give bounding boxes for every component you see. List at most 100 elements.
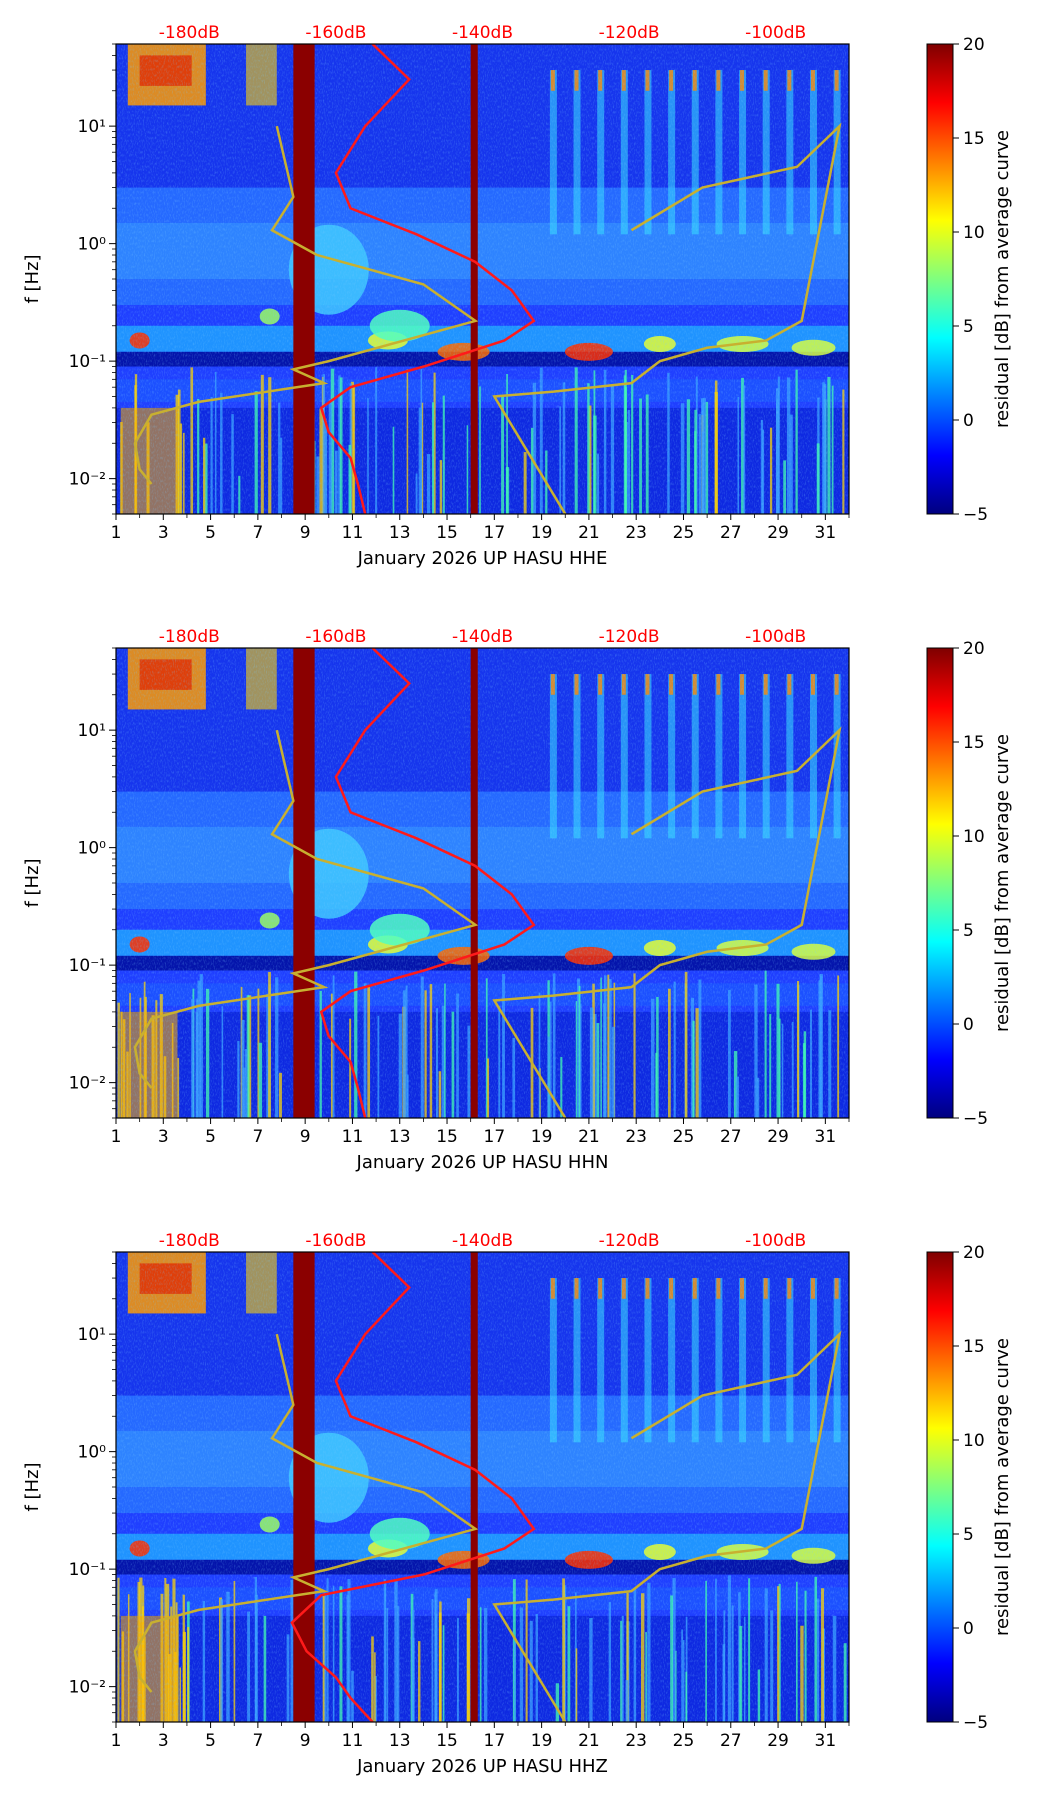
db-scale-label: -100dB <box>745 627 806 647</box>
x-tick-label: 15 <box>436 523 458 543</box>
x-tick-label: 13 <box>389 1127 411 1147</box>
y-tick-label: 10⁻¹ <box>69 956 106 976</box>
x-axis-title: January 2026 UP HASU HHN <box>356 1152 609 1173</box>
noise-model-curve <box>319 648 536 1118</box>
colorbar-label: residual [dB] from average curve <box>992 734 1013 1032</box>
colorbar-tick-label: 15 <box>963 1337 985 1357</box>
db-scale-label: -180dB <box>159 627 220 647</box>
x-tick-label: 27 <box>720 523 742 543</box>
colorbar-label: residual [dB] from average curve <box>992 130 1013 428</box>
reference-curve-left <box>133 1333 479 1693</box>
db-scale-label: -100dB <box>745 1231 806 1251</box>
reference-curve-right <box>492 122 842 514</box>
x-tick-label: 25 <box>673 1127 695 1147</box>
colorbar-tick-label: 20 <box>963 35 985 55</box>
reference-curve-right <box>492 726 842 1118</box>
x-tick-label: 29 <box>767 523 789 543</box>
db-scale-label: -120dB <box>599 23 660 43</box>
y-tick-label: 10⁻² <box>69 470 106 490</box>
heatmap <box>116 648 849 1118</box>
x-tick-label: 9 <box>300 523 311 543</box>
x-tick-label: 15 <box>436 1731 458 1751</box>
colorbar-tick-label: 5 <box>963 1525 974 1545</box>
x-tick-label: 27 <box>720 1127 742 1147</box>
db-scale-label: -140dB <box>452 23 513 43</box>
reference-curve-left <box>133 729 479 1089</box>
x-tick-label: 17 <box>484 523 506 543</box>
x-tick-label: 21 <box>578 523 600 543</box>
x-tick-label: 9 <box>300 1731 311 1751</box>
colorbar-tick-label: 20 <box>963 639 985 659</box>
x-tick-label: 29 <box>767 1127 789 1147</box>
colorbar-label: residual [dB] from average curve <box>992 1338 1013 1636</box>
x-tick-label: 21 <box>578 1127 600 1147</box>
colorbar-tick-label: 0 <box>963 411 974 431</box>
x-tick-label: 21 <box>578 1731 600 1751</box>
db-scale-label: -180dB <box>159 23 220 43</box>
x-tick-label: 7 <box>252 1127 263 1147</box>
x-tick-label: 19 <box>531 523 553 543</box>
colorbar-tick-label: 5 <box>963 921 974 941</box>
x-tick-label: 7 <box>252 1731 263 1751</box>
x-tick-label: 5 <box>205 523 216 543</box>
x-tick-label: 9 <box>300 1127 311 1147</box>
heatmap <box>116 44 849 514</box>
x-axis-title: January 2026 UP HASU HHZ <box>356 1756 608 1777</box>
colorbar-tick-label: 10 <box>963 827 985 847</box>
heatmap <box>116 1252 849 1722</box>
db-scale-label: -160dB <box>305 1231 366 1251</box>
reference-curve-right <box>492 1330 842 1722</box>
data-gap-band <box>470 1252 478 1722</box>
x-tick-label: 11 <box>342 523 364 543</box>
noise-model-curve <box>319 44 536 514</box>
x-axis-title: January 2026 UP HASU HHE <box>357 548 608 569</box>
db-scale-label: -160dB <box>305 627 366 647</box>
y-axis-title: f [Hz] <box>22 858 43 907</box>
colorbar-tick-label: −5 <box>963 1713 988 1733</box>
x-tick-label: 1 <box>111 523 122 543</box>
x-tick-label: 31 <box>815 1127 837 1147</box>
y-tick-label: 10⁰ <box>78 1443 107 1463</box>
x-tick-label: 17 <box>484 1731 506 1751</box>
db-scale-label: -160dB <box>305 23 366 43</box>
x-tick-label: 31 <box>815 523 837 543</box>
x-tick-label: 3 <box>158 1731 169 1751</box>
noise-model-curve <box>290 1252 536 1722</box>
colorbar-tick-label: 20 <box>963 1243 985 1263</box>
db-scale-label: -140dB <box>452 1231 513 1251</box>
y-tick-label: 10⁻¹ <box>69 352 106 372</box>
data-gap-band <box>293 1252 315 1722</box>
y-tick-label: 10⁻² <box>69 1678 106 1698</box>
x-tick-label: 19 <box>531 1127 553 1147</box>
x-tick-label: 1 <box>111 1127 122 1147</box>
data-gap-band <box>470 44 478 514</box>
colorbar: −5 0 5 10 15 20 residual [dB] from average cur… <box>926 35 1013 525</box>
db-scale-label: -120dB <box>599 627 660 647</box>
x-tick-label: 29 <box>767 1731 789 1751</box>
colorbar: −5 0 5 10 15 20 residual [dB] from average cur… <box>926 1243 1013 1733</box>
data-gap-band <box>470 648 478 1118</box>
colorbar-tick-label: 15 <box>963 129 985 149</box>
y-axis-title: f [Hz] <box>22 1462 43 1511</box>
x-tick-label: 25 <box>673 1731 695 1751</box>
x-tick-label: 1 <box>111 1731 122 1751</box>
x-tick-label: 23 <box>625 1731 647 1751</box>
db-scale-label: -140dB <box>452 627 513 647</box>
heatmap-texture <box>116 648 849 1118</box>
y-tick-label: 10¹ <box>78 117 106 137</box>
y-tick-label: 10⁻¹ <box>69 1560 106 1580</box>
colorbar-tick-label: 0 <box>963 1015 974 1035</box>
y-tick-label: 10⁰ <box>78 235 107 255</box>
colorbar: −5 0 5 10 15 20 residual [dB] from average cur… <box>926 639 1013 1129</box>
colorbar-tick-label: 10 <box>963 223 985 243</box>
x-tick-label: 19 <box>531 1731 553 1751</box>
x-tick-label: 11 <box>342 1731 364 1751</box>
colorbar-tick-label: −5 <box>963 505 988 525</box>
colorbar-tick-label: −5 <box>963 1109 988 1129</box>
data-gap-band <box>293 44 315 514</box>
x-tick-label: 13 <box>389 523 411 543</box>
x-tick-label: 31 <box>815 1731 837 1751</box>
colorbar-tick-label: 15 <box>963 733 985 753</box>
y-tick-label: 10¹ <box>78 721 106 741</box>
